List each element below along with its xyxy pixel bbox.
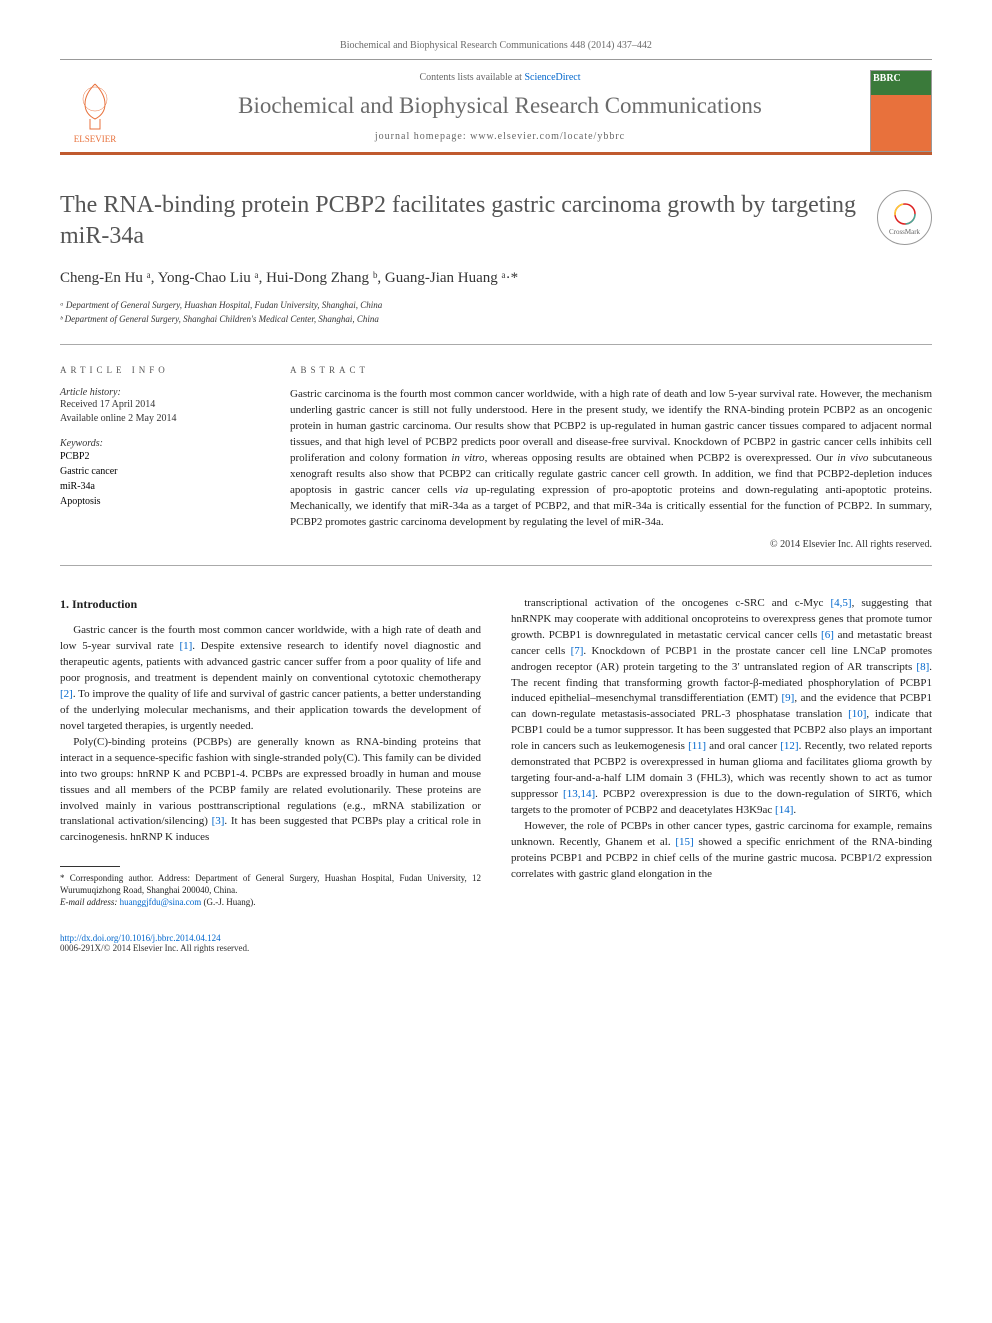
contents-available: Contents lists available at ScienceDirec… xyxy=(145,72,855,83)
article-info-heading: ARTICLE INFO xyxy=(60,365,260,375)
authors-list: Cheng-En Hu ᵃ, Yong-Chao Liu ᵃ, Hui-Dong… xyxy=(60,270,932,287)
publisher-name: ELSEVIER xyxy=(74,134,117,144)
body-paragraph: transcriptional activation of the oncoge… xyxy=(511,596,932,819)
crossmark-icon xyxy=(891,200,919,228)
elsevier-tree-icon xyxy=(70,79,120,134)
keyword-item: Apoptosis xyxy=(60,494,260,509)
available-date: Available online 2 May 2014 xyxy=(60,412,260,426)
body-column-left: 1. Introduction Gastric cancer is the fo… xyxy=(60,596,481,909)
crossmark-label: CrossMark xyxy=(889,228,920,236)
sciencedirect-link[interactable]: ScienceDirect xyxy=(524,72,580,83)
affiliations: ᵃ Department of General Surgery, Huashan… xyxy=(60,299,932,326)
body-column-right: transcriptional activation of the oncoge… xyxy=(511,596,932,909)
article-title: The RNA-binding protein PCBP2 facilitate… xyxy=(60,190,857,252)
email-suffix: (G.-J. Huang). xyxy=(203,897,255,907)
page-footer: http://dx.doi.org/10.1016/j.bbrc.2014.04… xyxy=(60,933,932,953)
abstract-copyright: © 2014 Elsevier Inc. All rights reserved… xyxy=(290,539,932,550)
header-citation: Biochemical and Biophysical Research Com… xyxy=(60,40,932,51)
corresponding-author-footnote: * Corresponding author. Address: Departm… xyxy=(60,873,481,908)
keyword-item: PCBP2 xyxy=(60,449,260,464)
journal-name: Biochemical and Biophysical Research Com… xyxy=(145,93,855,119)
abstract-heading: ABSTRACT xyxy=(290,365,932,375)
history-label: Article history: xyxy=(60,387,260,398)
body-paragraph: Gastric cancer is the fourth most common… xyxy=(60,623,481,735)
journal-homepage: journal homepage: www.elsevier.com/locat… xyxy=(145,131,855,142)
received-date: Received 17 April 2014 xyxy=(60,398,260,412)
abstract-block: ABSTRACT Gastric carcinoma is the fourth… xyxy=(290,365,932,549)
elsevier-logo[interactable]: ELSEVIER xyxy=(60,71,130,151)
footnote-address: * Corresponding author. Address: Departm… xyxy=(60,873,481,896)
doi-link[interactable]: http://dx.doi.org/10.1016/j.bbrc.2014.04… xyxy=(60,933,221,943)
journal-banner: ELSEVIER Contents lists available at Sci… xyxy=(60,59,932,155)
email-label: E-mail address: xyxy=(60,897,120,907)
article-info-sidebar: ARTICLE INFO Article history: Received 1… xyxy=(60,365,260,549)
crossmark-badge[interactable]: CrossMark xyxy=(877,190,932,245)
body-paragraph: Poly(C)-binding proteins (PCBPs) are gen… xyxy=(60,735,481,847)
section-1-heading: 1. Introduction xyxy=(60,596,481,613)
issn-copyright: 0006-291X/© 2014 Elsevier Inc. All right… xyxy=(60,943,932,953)
email-link[interactable]: huanggjfdu@sina.com xyxy=(120,897,202,907)
keywords-label: Keywords: xyxy=(60,438,260,449)
keyword-item: miR-34a xyxy=(60,479,260,494)
affiliation-b: ᵇ Department of General Surgery, Shangha… xyxy=(60,313,932,327)
body-paragraph: However, the role of PCBPs in other canc… xyxy=(511,819,932,883)
affiliation-a: ᵃ Department of General Surgery, Huashan… xyxy=(60,299,932,313)
abstract-text: Gastric carcinoma is the fourth most com… xyxy=(290,387,932,530)
journal-cover-thumbnail[interactable] xyxy=(870,70,932,152)
keyword-item: Gastric cancer xyxy=(60,464,260,479)
keywords-list: PCBP2 Gastric cancer miR-34a Apoptosis xyxy=(60,449,260,509)
